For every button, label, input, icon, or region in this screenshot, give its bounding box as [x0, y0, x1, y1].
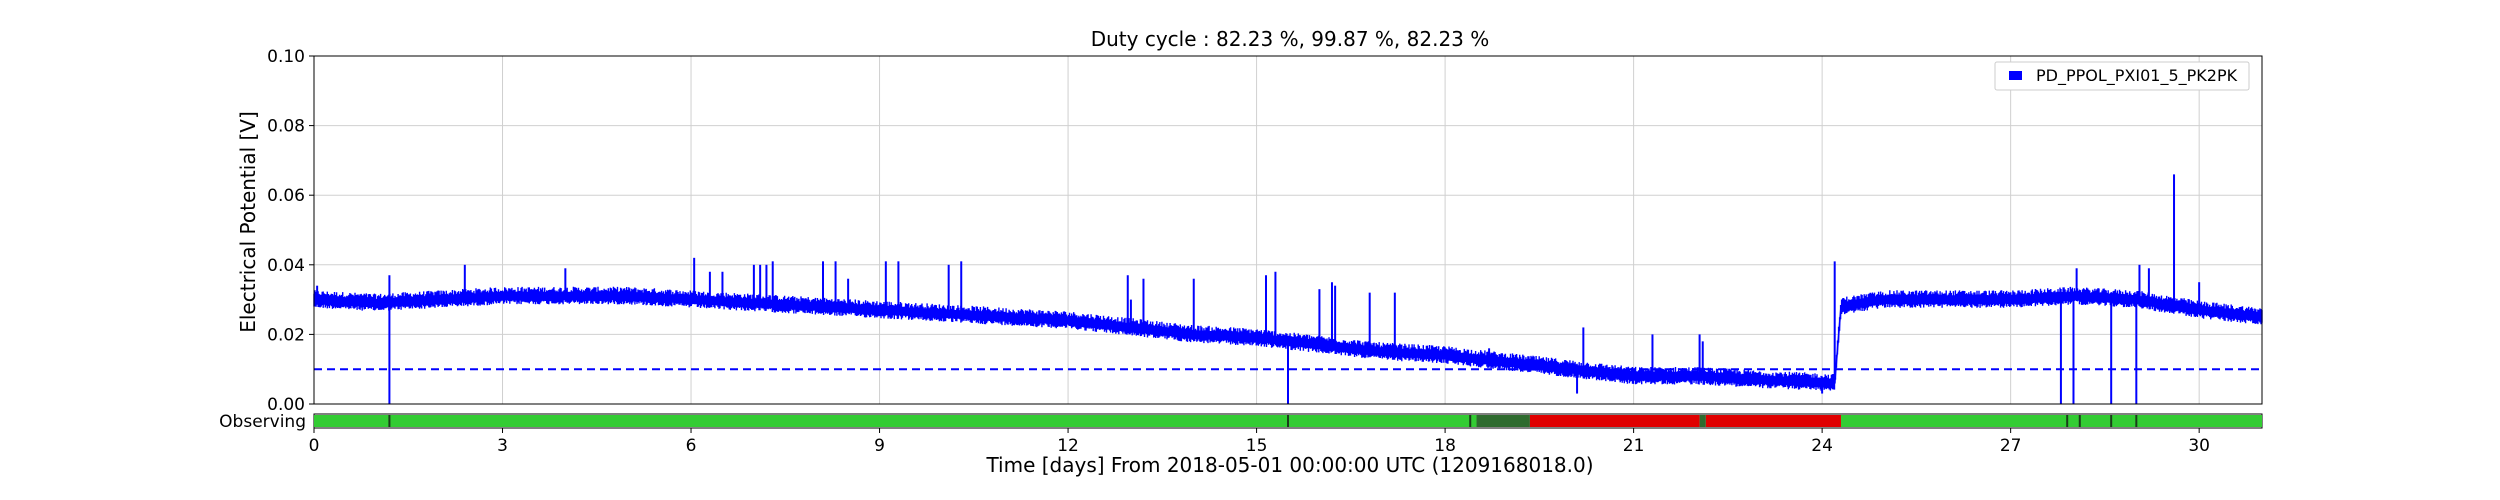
x-tick-label: 24 — [1811, 436, 1833, 456]
x-tick-label: 30 — [2188, 436, 2210, 456]
segment — [1476, 415, 1530, 427]
segment — [1705, 415, 1841, 427]
y-tick-label: 0.08 — [267, 117, 305, 137]
plot-frame — [313, 55, 2263, 405]
y-axis-label: Electrical Potential [V] — [236, 111, 260, 333]
series-layer — [313, 174, 2263, 404]
x-tick-label: 0 — [309, 436, 320, 456]
segment — [314, 415, 1477, 427]
segment — [1699, 415, 1706, 427]
segment-bar-label: Observing — [219, 412, 306, 432]
chart-title: Duty cycle : 82.23 %, 99.87 %, 82.23 % — [1091, 27, 1490, 51]
x-axis-label: Time [days] From 2018-05-01 00:00:00 UTC… — [985, 453, 1593, 477]
observing-segment-bar: Observing — [219, 412, 2263, 432]
x-tick-label: 18 — [1434, 436, 1456, 456]
legend: PD_PPOL_PXI01_5_PK2PK — [1994, 61, 2250, 91]
x-tick-label: 3 — [497, 436, 508, 456]
legend-box — [1994, 61, 2250, 91]
x-tick-label: 9 — [874, 436, 885, 456]
y-tick-label: 0.00 — [267, 395, 305, 415]
x-tick-label: 27 — [2000, 436, 2022, 456]
y-axis-ticks: 0.00 0.02 0.04 0.06 0.08 0.10 — [267, 47, 314, 415]
x-tick-label: 15 — [1246, 436, 1268, 456]
y-tick-label: 0.10 — [267, 47, 305, 67]
x-tick-label: 21 — [1623, 436, 1645, 456]
x-tick-label: 6 — [686, 436, 697, 456]
y-tick-label: 0.04 — [267, 256, 305, 276]
legend-swatch — [2009, 71, 2022, 80]
y-tick-label: 0.02 — [267, 325, 305, 345]
segment — [1529, 415, 1700, 427]
segment — [1840, 415, 2262, 427]
x-tick-label: 12 — [1057, 436, 1079, 456]
legend-entry: PD_PPOL_PXI01_5_PK2PK — [2036, 66, 2238, 86]
y-tick-label: 0.06 — [267, 186, 305, 206]
x-axis-ticks: 0 3 6 9 12 15 18 21 24 27 30 — [309, 428, 2210, 456]
